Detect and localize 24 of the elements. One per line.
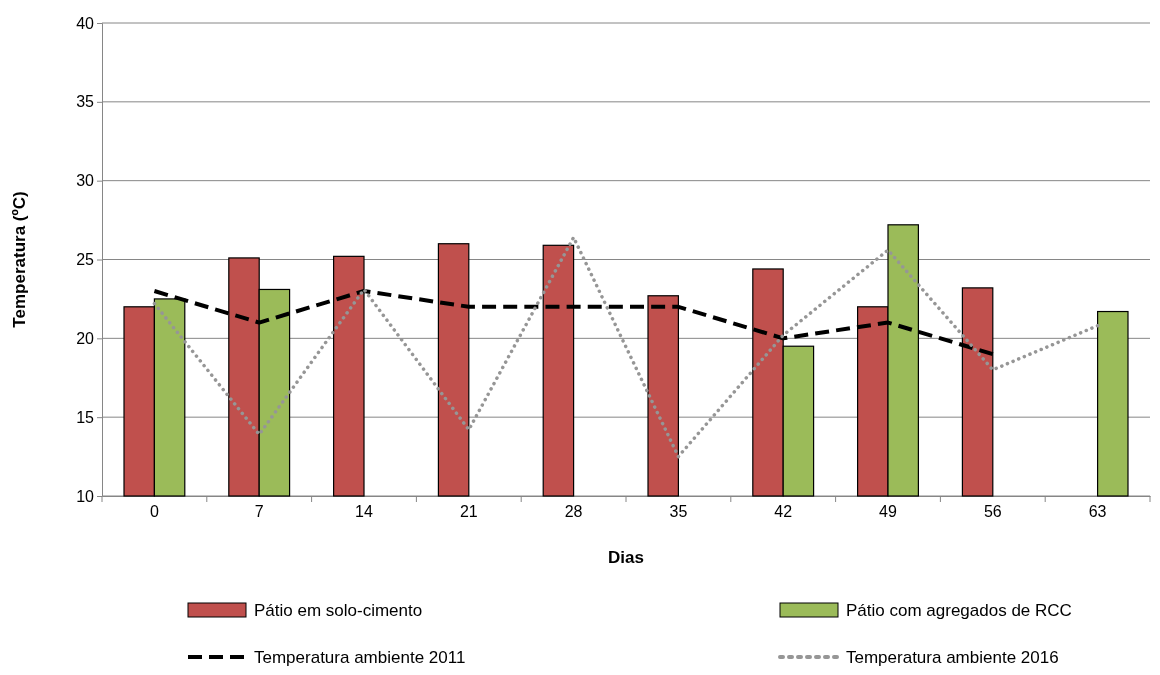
x-tick-label: 56: [983, 502, 1002, 520]
x-tick-label: 63: [1088, 502, 1107, 520]
line-series: [152, 235, 1100, 459]
x-tick-label: 49: [879, 502, 897, 520]
x-tick-label: 7: [254, 502, 264, 520]
x-tick-label: 14: [355, 502, 373, 520]
x-axis-title: Dias: [608, 548, 644, 567]
y-tick-label: 30: [76, 172, 95, 190]
legend-label: Pátio com agregados de RCC: [846, 601, 1072, 620]
legend-label: Pátio em solo-cimento: [254, 601, 423, 620]
x-tick-label: 42: [774, 502, 793, 520]
x-tick-label: 21: [459, 502, 478, 520]
x-tick-label: 35: [669, 502, 688, 520]
x-tick-label: 0: [149, 502, 159, 520]
y-tick-label: 25: [76, 251, 95, 269]
legend-label: Temperatura ambiente 2016: [846, 648, 1059, 667]
y-tick-label: 10: [76, 487, 95, 505]
y-tick-label: 20: [76, 329, 95, 347]
y-axis-title: Temperatura (ºC): [10, 191, 29, 328]
y-tick-label: 40: [76, 14, 95, 32]
legend-label: Temperatura ambiente 2011: [254, 648, 466, 667]
y-tick-label: 15: [76, 408, 95, 426]
x-tick-label: 28: [564, 502, 583, 520]
y-tick-label: 35: [76, 93, 95, 111]
